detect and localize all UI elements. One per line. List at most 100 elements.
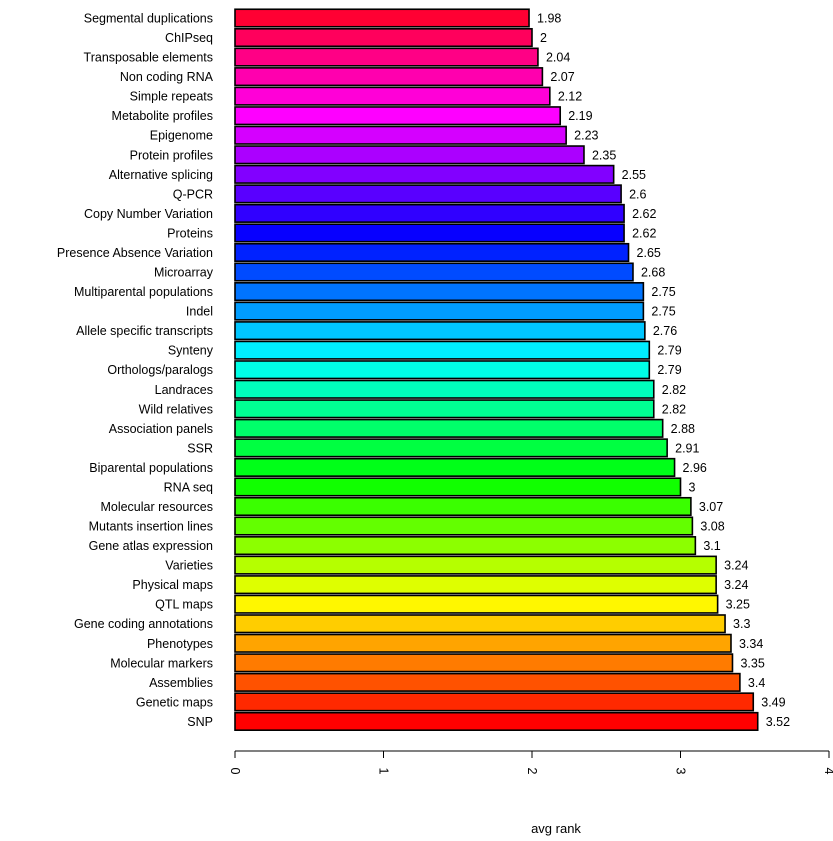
- category-label: Metabolite profiles: [112, 109, 213, 123]
- value-label: 2.79: [657, 344, 681, 358]
- value-label: 3.34: [739, 637, 763, 651]
- bar: [234, 575, 717, 595]
- category-label: Epigenome: [150, 129, 213, 143]
- category-label: Segmental duplications: [84, 12, 213, 26]
- value-label: 2: [540, 31, 547, 45]
- value-label: 2.19: [568, 109, 592, 123]
- category-label: Landraces: [155, 383, 213, 397]
- bar: [234, 457, 676, 477]
- value-label: 3.35: [740, 656, 764, 670]
- value-label: 2.65: [637, 246, 661, 260]
- x-tick-label: 0: [228, 768, 242, 775]
- value-label: 3.4: [748, 676, 765, 690]
- bar: [234, 594, 719, 614]
- bar: [234, 340, 651, 360]
- bar: [234, 360, 651, 380]
- bar: [234, 633, 732, 653]
- bar: [234, 672, 741, 692]
- category-label: Allele specific transcripts: [76, 324, 213, 338]
- bar: [234, 477, 682, 497]
- category-label: Molecular markers: [110, 656, 213, 670]
- category-label: Protein profiles: [130, 148, 213, 162]
- x-tick-label: 1: [377, 768, 391, 775]
- value-label: 2.82: [662, 402, 686, 416]
- value-label: 1.98: [537, 12, 561, 26]
- bar: [234, 8, 530, 28]
- value-label: 2.82: [662, 383, 686, 397]
- value-labels: 1.98 2 2.04 2.07 2.12 2.19 2.23 2.35 2.55 2.6 2.62…: [537, 12, 790, 729]
- value-label: 3.3: [733, 617, 750, 631]
- category-label: Biparental populations: [89, 461, 213, 475]
- value-label: 2.68: [641, 266, 665, 280]
- category-label: Synteny: [168, 344, 214, 358]
- value-label: 2.04: [546, 51, 570, 65]
- category-label: Orthologs/paralogs: [107, 363, 213, 377]
- value-label: 2.35: [592, 148, 616, 162]
- bar: [234, 86, 551, 106]
- value-label: 2.07: [550, 70, 574, 84]
- bar: [234, 301, 645, 321]
- bar: [234, 164, 615, 184]
- category-labels: Segmental duplications ChIPseq Transposabl…: [57, 12, 214, 729]
- bar: [234, 47, 539, 67]
- bar: [234, 282, 645, 302]
- value-label: 2.88: [671, 422, 695, 436]
- x-tick-label: 2: [525, 768, 539, 775]
- value-label: 2.79: [657, 363, 681, 377]
- bar: [234, 223, 625, 243]
- category-label: Multiparental populations: [74, 285, 213, 299]
- value-label: 3.24: [724, 578, 748, 592]
- category-label: Molecular resources: [100, 500, 213, 514]
- category-label: ChIPseq: [165, 31, 213, 45]
- category-label: Mutants insertion lines: [89, 520, 213, 534]
- value-label: 3: [689, 480, 696, 494]
- category-label: Genetic maps: [136, 695, 213, 709]
- category-label: Phenotypes: [147, 637, 213, 651]
- bar: [234, 516, 694, 536]
- value-label: 2.91: [675, 441, 699, 455]
- value-label: 3.1: [703, 539, 720, 553]
- bar: [234, 203, 625, 223]
- category-label: Presence Absence Variation: [57, 246, 213, 260]
- x-axis: 0 1 2 3 4: [228, 750, 833, 775]
- bar: [234, 418, 664, 438]
- value-label: 2.62: [632, 226, 656, 240]
- bar: [234, 438, 668, 458]
- bar: [234, 27, 533, 48]
- value-label: 3.24: [724, 559, 748, 573]
- x-tick-label: 3: [674, 768, 688, 775]
- category-label: Proteins: [167, 226, 213, 240]
- category-label: SNP: [187, 715, 213, 729]
- bar: [234, 692, 755, 712]
- bar: [234, 614, 726, 634]
- value-label: 3.07: [699, 500, 723, 514]
- value-label: 2.23: [574, 129, 598, 143]
- bar: [234, 711, 759, 731]
- category-label: Simple repeats: [130, 90, 213, 104]
- bar: [234, 106, 562, 126]
- value-label: 2.55: [622, 168, 646, 182]
- category-label: Non coding RNA: [120, 70, 214, 84]
- bars: [234, 8, 759, 731]
- value-label: 2.6: [629, 187, 646, 201]
- category-label: Microarray: [154, 266, 214, 280]
- category-label: Wild relatives: [139, 402, 213, 416]
- value-label: 3.08: [700, 520, 724, 534]
- value-label: 3.52: [766, 715, 790, 729]
- category-label: Copy Number Variation: [84, 207, 213, 221]
- bar: [234, 145, 585, 165]
- x-tick-label: 4: [822, 768, 833, 775]
- category-label: Gene atlas expression: [89, 539, 213, 553]
- value-label: 2.62: [632, 207, 656, 221]
- bar: [234, 653, 734, 673]
- category-label: Indel: [186, 305, 213, 319]
- category-label: Physical maps: [132, 578, 213, 592]
- value-label: 3.25: [726, 598, 750, 612]
- value-label: 2.96: [683, 461, 707, 475]
- category-label: Assemblies: [149, 676, 213, 690]
- x-axis-title: avg rank: [531, 821, 581, 836]
- value-label: 2.76: [653, 324, 677, 338]
- bar: [234, 125, 567, 145]
- bar: [234, 555, 717, 575]
